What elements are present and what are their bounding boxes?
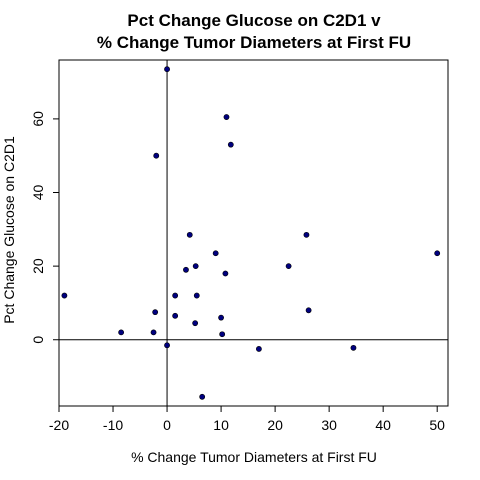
data-point (219, 331, 226, 338)
data-point (305, 307, 312, 314)
plot-area: -20 -10 0 10 20 30 40 50 0 20 40 60 (30, 59, 449, 433)
y-tick-label: 20 (30, 258, 46, 274)
x-tick-label: 30 (321, 417, 337, 433)
x-tick-label: -20 (49, 417, 69, 433)
data-point (192, 263, 199, 270)
x-tick-label: 0 (163, 417, 171, 433)
data-point (227, 141, 234, 148)
x-tick-label: 10 (213, 417, 229, 433)
chart-title-line-1: Pct Change Glucose on C2D1 v (127, 11, 381, 30)
x-tick-label: -10 (103, 417, 123, 433)
data-point (434, 250, 441, 257)
data-point (164, 66, 170, 73)
x-axis-label: % Change Tumor Diameters at First FU (131, 449, 377, 465)
data-point (186, 231, 193, 238)
data-point (183, 266, 189, 273)
data-point (303, 231, 310, 238)
x-tick-label: 50 (429, 417, 445, 433)
data-point (350, 344, 357, 351)
x-tick-label: 20 (267, 417, 283, 433)
data-point (285, 263, 292, 270)
data-point (152, 309, 159, 316)
plot-frame (58, 59, 449, 407)
data-point (222, 270, 229, 277)
data-point (172, 312, 179, 319)
data-point (256, 346, 262, 352)
data-point (172, 292, 179, 299)
x-tick-label: 40 (375, 417, 391, 433)
data-point (199, 393, 206, 400)
chart-title-line-2: % Change Tumor Diameters at First FU (97, 33, 411, 52)
data-point (218, 314, 224, 321)
data-point (153, 152, 160, 159)
data-point (192, 320, 199, 327)
data-point (193, 292, 200, 299)
data-point (212, 250, 219, 257)
data-point (164, 342, 170, 349)
data-point (118, 329, 125, 336)
data-point (150, 329, 157, 336)
data-point (61, 292, 68, 299)
y-axis-label: Pct Change Glucose on C2D1 (1, 136, 17, 324)
y-tick-label: 60 (30, 111, 46, 127)
data-point (223, 114, 230, 120)
y-tick-label: 0 (30, 336, 46, 344)
y-tick-label: 40 (30, 185, 46, 201)
